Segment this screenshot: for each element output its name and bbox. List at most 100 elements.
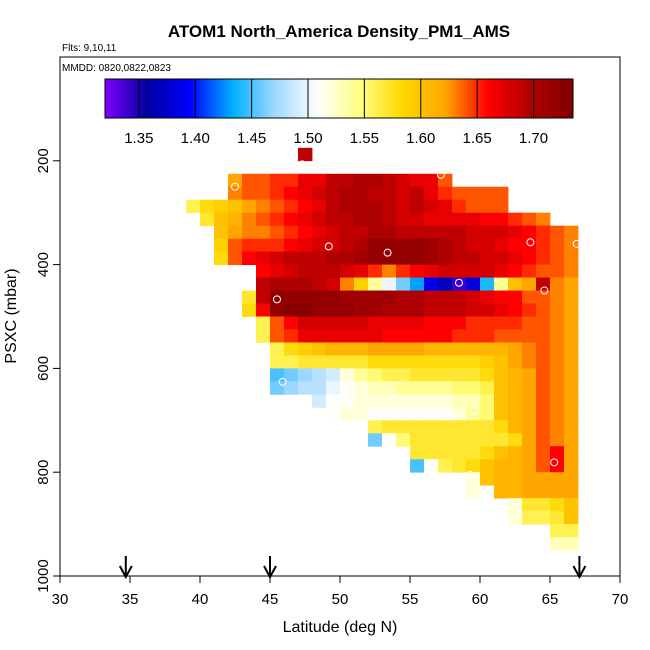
heatmap-cell <box>312 264 327 278</box>
heatmap-cell <box>466 472 481 486</box>
heatmap-cell <box>536 238 551 253</box>
heatmap-cell <box>270 290 285 304</box>
heatmap-cell <box>536 511 551 525</box>
heatmap-cell <box>410 407 425 421</box>
colorbar-ticks: 1.35 1.40 1.45 1.50 1.55 1.60 1.65 1.70 <box>124 79 548 147</box>
heatmap-cell <box>438 303 453 317</box>
heatmap-cell <box>452 420 467 434</box>
heatmap-cell <box>354 368 369 382</box>
heatmap-cell <box>536 290 551 304</box>
heatmap-cell <box>466 368 481 382</box>
heatmap-cell <box>550 290 565 304</box>
heatmap-cell <box>480 355 495 369</box>
heatmap-cell <box>284 355 299 369</box>
y-tick-label: 800 <box>35 460 52 485</box>
heatmap-cell <box>536 355 551 369</box>
heatmap-cell <box>494 446 509 460</box>
data-marker <box>470 406 479 415</box>
heatmap-cell <box>466 186 481 201</box>
heatmap-cell <box>228 238 243 253</box>
heatmap-cell <box>256 329 271 343</box>
heatmap-cell <box>270 329 285 343</box>
heatmap-cell <box>298 329 313 343</box>
heatmap-cell <box>424 394 439 408</box>
heatmap-cell <box>312 316 327 330</box>
heatmap-cell <box>256 212 271 227</box>
heatmap-cell <box>326 199 341 214</box>
heatmap-cell <box>522 290 537 304</box>
heatmap-cell <box>522 277 537 291</box>
heatmap-cell <box>564 290 579 304</box>
heatmap-cell <box>368 186 383 201</box>
heatmap-cell <box>326 212 341 227</box>
x-tick-label: 45 <box>262 591 279 608</box>
heatmap-cell <box>368 238 383 253</box>
heatmap-cell <box>480 277 495 291</box>
heatmap-cell <box>550 446 565 460</box>
heatmap-cell <box>494 238 509 253</box>
heatmap-cell <box>312 238 327 253</box>
heatmap-cell <box>480 329 495 343</box>
heatmap-cell <box>494 277 509 291</box>
heatmap-cell <box>564 472 579 486</box>
heatmap-cell <box>508 420 523 434</box>
heatmap-cell <box>466 303 481 317</box>
heatmap-cell <box>438 290 453 304</box>
heatmap-cell <box>508 329 523 343</box>
heatmap-cell <box>312 329 327 343</box>
heatmap-cell <box>410 368 425 382</box>
heatmap-cell <box>536 394 551 408</box>
heatmap-cell <box>466 290 481 304</box>
y-tick-label: 1000 <box>35 559 52 592</box>
heatmap-cell <box>494 316 509 330</box>
heatmap-cell <box>550 485 565 499</box>
heatmap-cell <box>298 251 313 265</box>
heatmap-cell <box>270 173 285 188</box>
heatmap-cell <box>242 251 257 265</box>
heatmap-cell <box>424 368 439 382</box>
heatmap-cell <box>536 381 551 395</box>
heatmap-cell <box>480 186 495 201</box>
heatmap-cell <box>564 238 579 253</box>
heatmap-cell <box>354 381 369 395</box>
heatmap-cells <box>186 147 579 551</box>
heatmap-cell <box>452 459 467 473</box>
heatmap-cell <box>522 472 537 486</box>
heatmap-cell <box>368 355 383 369</box>
heatmap-cell <box>284 329 299 343</box>
heatmap-cell <box>298 277 313 291</box>
heatmap-cell <box>452 368 467 382</box>
heatmap-cell <box>452 316 467 330</box>
heatmap-cell <box>382 342 397 356</box>
heatmap-cell <box>396 186 411 201</box>
heatmap-cell <box>494 225 509 240</box>
data-marker <box>361 164 370 173</box>
heatmap-cell <box>396 329 411 343</box>
heatmap-cell <box>550 433 565 447</box>
heatmap-cell <box>382 355 397 369</box>
heatmap-cell <box>340 303 355 317</box>
heatmap-cell <box>368 264 383 278</box>
heatmap-cell <box>452 303 467 317</box>
heatmap-cell <box>354 264 369 278</box>
heatmap-cell <box>368 420 383 434</box>
heatmap-cell <box>410 394 425 408</box>
heatmap-cell <box>522 355 537 369</box>
heatmap-cell <box>564 407 579 421</box>
heatmap-cell <box>368 329 383 343</box>
data-marker <box>455 278 463 287</box>
heatmap-cell <box>284 290 299 304</box>
heatmap-cell <box>410 199 425 214</box>
colorbar-tick-label: 1.45 <box>237 130 266 147</box>
y-axis: 200 400 600 800 1000 <box>35 148 60 593</box>
heatmap-cell <box>270 316 285 330</box>
heatmap-cell <box>438 433 453 447</box>
heatmap-cell <box>228 199 243 214</box>
heatmap-cell <box>424 459 439 473</box>
heatmap-cell <box>452 407 467 421</box>
heatmap-cell <box>536 225 551 240</box>
heatmap-cell <box>340 394 355 408</box>
data-marker <box>298 160 307 169</box>
heatmap-cell <box>340 199 355 214</box>
x-tick-label: 50 <box>332 591 349 608</box>
